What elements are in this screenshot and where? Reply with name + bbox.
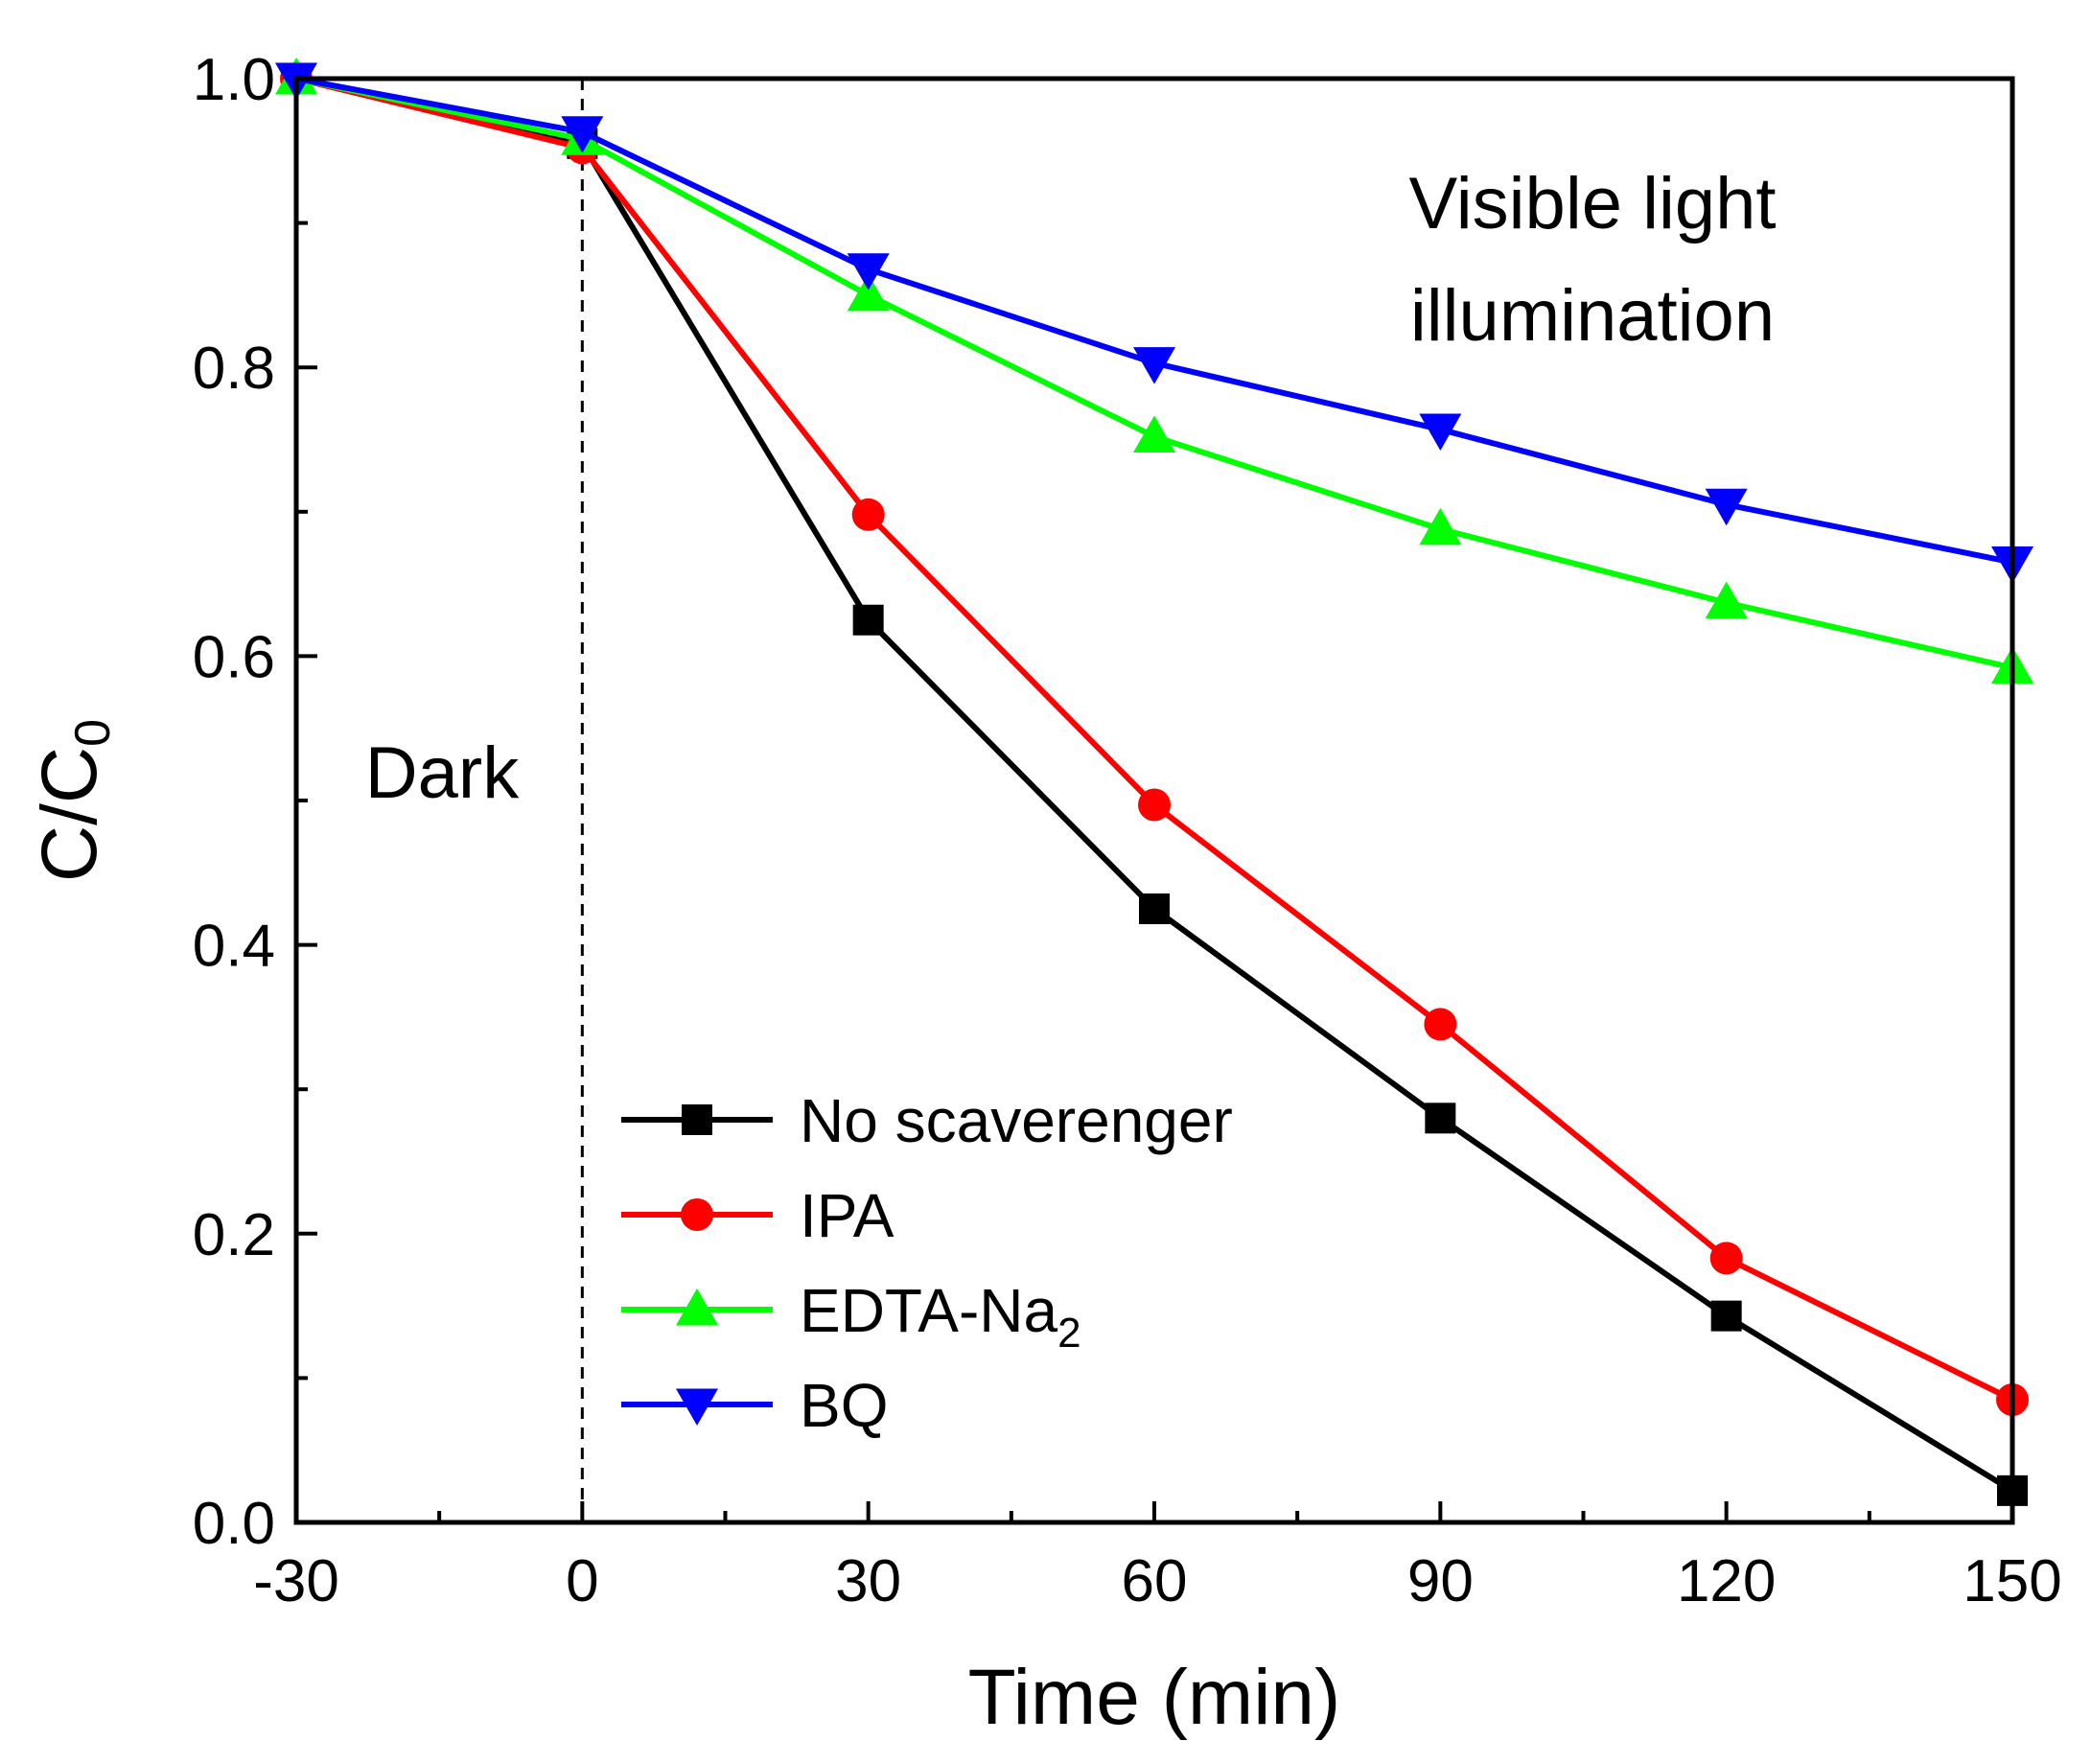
legend-item: BQ: [621, 1371, 888, 1440]
data-point: [1710, 1300, 1742, 1332]
y-tick-label: 0.8: [193, 336, 275, 402]
data-point: [1133, 415, 1175, 453]
legend-item: EDTA-Na2: [621, 1276, 1081, 1357]
legend-label: BQ: [800, 1371, 888, 1440]
legend-label-subscript: 2: [1057, 1310, 1080, 1357]
legend-label: No scaverenger: [800, 1086, 1233, 1155]
annotation-illumination: illumination: [1410, 275, 1775, 357]
data-point: [1133, 347, 1175, 384]
data-point: [1709, 1242, 1743, 1275]
legend-marker: [676, 1388, 718, 1426]
data-point: [852, 604, 884, 636]
x-tick-label: 150: [1963, 1548, 2061, 1614]
data-point: [1424, 1008, 1457, 1041]
x-tick-label: 90: [1407, 1548, 1474, 1614]
legend-label-text: BQ: [800, 1371, 888, 1440]
data-point: [561, 116, 604, 153]
x-axis-title: Time (min): [968, 1654, 1341, 1741]
legend-marker: [682, 1104, 712, 1135]
x-tick-label: 30: [835, 1548, 901, 1614]
y-tick-label: 0.2: [193, 1202, 275, 1268]
data-point: [1705, 581, 1748, 619]
y-axis-title-subscript: 0: [65, 719, 121, 747]
data-point: [1139, 893, 1170, 924]
annotation-visible-light: Visible light: [1408, 163, 1776, 244]
y-tick-label: 0.4: [193, 914, 275, 980]
legend-label-text: No scaverenger: [800, 1086, 1233, 1155]
x-tick-label: 120: [1677, 1548, 1776, 1614]
series-triangle-down: [275, 62, 2033, 584]
plot-frame: [293, 76, 2015, 1525]
tick-labels: -30 0 30 60 90 120 150 0.0 0.2 0.4 0.6 0.8 1.0: [193, 47, 2062, 1614]
legend-item: No scaverenger: [621, 1086, 1233, 1155]
annotation-dark: Dark: [365, 732, 520, 814]
legend-item: IPA: [621, 1181, 894, 1250]
y-tick-label: 0.0: [193, 1491, 275, 1557]
legend-label-text: EDTA-Na: [800, 1276, 1057, 1345]
x-tick-label: 0: [566, 1548, 598, 1614]
data-point: [1419, 507, 1462, 545]
data-point: [847, 273, 890, 312]
data-series: [275, 58, 2033, 1506]
y-tick-label: 0.6: [193, 624, 275, 690]
data-point: [1425, 1102, 1456, 1134]
x-tick-label: -30: [253, 1548, 339, 1614]
legend-label-text: IPA: [800, 1181, 894, 1250]
legend-label: EDTA-Na2: [800, 1276, 1081, 1357]
data-point: [1705, 488, 1748, 526]
legend-marker: [676, 1288, 718, 1326]
legend: No scaverenger IPA EDTA-Na2 BQ: [621, 1086, 1233, 1440]
data-point: [1138, 788, 1171, 822]
data-point: [1419, 413, 1462, 451]
data-point: [847, 253, 890, 290]
data-point: [851, 498, 885, 531]
y-axis-title-main: C/C: [26, 747, 113, 882]
legend-marker: [681, 1198, 713, 1231]
x-tick-label: 60: [1122, 1548, 1188, 1614]
legend-label: IPA: [800, 1181, 894, 1250]
y-axis-title: C/C0: [26, 719, 121, 882]
y-tick-label: 1.0: [193, 47, 275, 113]
